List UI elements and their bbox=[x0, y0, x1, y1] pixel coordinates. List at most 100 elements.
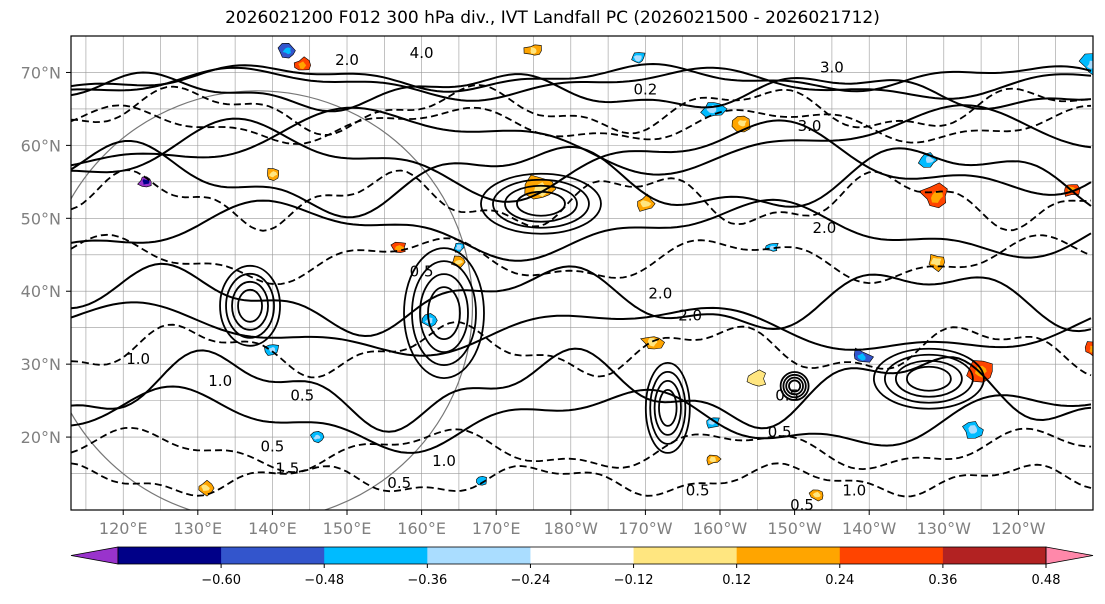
ivt-contour-closed bbox=[653, 380, 682, 436]
divergence-positive-area bbox=[746, 369, 767, 387]
contour-label: 1.5 bbox=[275, 460, 299, 478]
lon-tick-label: 180°W bbox=[544, 519, 599, 538]
colorbar-bin bbox=[942, 547, 1047, 564]
ivt-contour-closed bbox=[658, 389, 678, 427]
ivt-contour-solid bbox=[71, 347, 1092, 433]
lon-tick-label: 120°W bbox=[991, 519, 1046, 538]
ivt-contour-closed bbox=[516, 190, 566, 217]
contour-label: 1.0 bbox=[1096, 423, 1105, 441]
ivt-contour-closed bbox=[427, 286, 461, 341]
contour-label: 0.5 bbox=[775, 387, 799, 405]
colorbar-bin bbox=[530, 547, 635, 564]
map-background bbox=[71, 36, 1093, 510]
contour-labels: 2.0 4.0 3.0 0.2 3.0 2.0 2.0 2.0 0.5 1.0 1.0 0.5 0.5 1… bbox=[126, 44, 1105, 510]
ivt-contour-closed bbox=[782, 373, 807, 399]
ivt-contour-solid bbox=[71, 117, 1092, 203]
colorbar-tick-label: 0.24 bbox=[825, 573, 854, 588]
ivt-contour-dashed bbox=[71, 84, 1092, 136]
ivt-contour-dashed bbox=[71, 321, 1092, 379]
colorbar-bin bbox=[118, 547, 222, 564]
ivt-contour-dashed bbox=[71, 169, 1092, 232]
ivt-contour-closed bbox=[872, 347, 985, 410]
colorbar-extend-high bbox=[1045, 546, 1094, 565]
divergence-inner-area bbox=[269, 171, 278, 178]
ivt-contour-dashed bbox=[71, 233, 1092, 286]
ivt-contour-closed bbox=[894, 359, 963, 398]
contour-label: 4.0 bbox=[410, 44, 434, 62]
divergence-inner-area bbox=[1087, 60, 1093, 69]
latitude-axis: 70°N 60°N 50°N 40°N 30°N 20°N bbox=[21, 63, 71, 447]
chart-title: 2026021200 F012 300 hPa div., IVT Landfa… bbox=[225, 8, 880, 28]
lon-tick-label: 150°E bbox=[323, 519, 372, 538]
divergence-inner-area bbox=[142, 179, 150, 185]
colorbar-bin bbox=[427, 547, 531, 564]
divergence-inner-area bbox=[454, 260, 464, 265]
ivt-contour-solid bbox=[71, 385, 1092, 454]
ivt-contour-closed bbox=[788, 379, 802, 393]
colorbar-bin bbox=[221, 547, 325, 564]
colorbar-bin bbox=[633, 547, 738, 564]
lat-tick-label: 30°N bbox=[21, 355, 61, 374]
divergence-inner-area bbox=[925, 156, 935, 163]
divergence-inner-area bbox=[530, 47, 537, 54]
lon-tick-label: 150°W bbox=[767, 519, 822, 538]
lon-tick-label: 160°W bbox=[693, 519, 748, 538]
ivt-contour-closed bbox=[779, 371, 810, 401]
colorbar-bin bbox=[324, 547, 428, 564]
colorbar-tick-label: −0.12 bbox=[614, 573, 654, 588]
lat-tick-label: 20°N bbox=[21, 428, 61, 447]
ivt-contour-solid bbox=[71, 262, 1092, 338]
ivt-contour-closed bbox=[905, 365, 952, 392]
contour-label: 0.5 bbox=[290, 387, 314, 405]
lon-tick-label: 130°W bbox=[917, 519, 972, 538]
lon-tick-label: 130°E bbox=[173, 519, 222, 538]
ivt-contour-solid bbox=[71, 71, 1092, 113]
divergence-inner-area bbox=[1089, 345, 1093, 353]
ivt-contour-dashed bbox=[71, 104, 1092, 145]
lon-tick-label: 120°E bbox=[99, 519, 148, 538]
map-frame bbox=[70, 35, 1094, 511]
ivt-contour-closed bbox=[403, 247, 485, 380]
ivt-contour-solid bbox=[71, 140, 1092, 219]
colorbar-tick-label: 0.48 bbox=[1032, 573, 1061, 588]
lon-tick-label: 140°W bbox=[842, 519, 897, 538]
ivt-contour-closed bbox=[492, 178, 590, 229]
ivt-contour-closed bbox=[411, 260, 477, 367]
colorbar-extend-low bbox=[70, 546, 119, 565]
colorbar-outline bbox=[117, 546, 1047, 565]
ivt-contour-solid bbox=[71, 66, 1092, 102]
ivt-contour-closed bbox=[785, 376, 804, 396]
lon-tick-label: 140°E bbox=[248, 519, 297, 538]
contour-label: 1.0 bbox=[208, 372, 232, 390]
divergence-inner-area bbox=[812, 491, 821, 498]
contour-label: 1.0 bbox=[842, 481, 866, 499]
divergence-inner-area bbox=[974, 365, 987, 378]
ivt-contour-closed bbox=[219, 264, 281, 347]
contour-label: 2.0 bbox=[813, 219, 837, 237]
ivt-contour-closed bbox=[644, 362, 691, 454]
divergence-inner-area bbox=[709, 456, 716, 463]
colorbar-tick-label: −0.36 bbox=[407, 573, 447, 588]
divergence-inner-area bbox=[931, 190, 943, 203]
colorbar-bin bbox=[736, 547, 841, 564]
colorbar: −0.60 −0.48 −0.36 −0.24 −0.12 0.12 0.24 0.36 0.4… bbox=[70, 546, 1094, 588]
range-ring bbox=[71, 90, 474, 510]
contour-label: 0.5 bbox=[410, 263, 434, 281]
lat-tick-label: 50°N bbox=[21, 209, 61, 228]
contour-label: 0.5 bbox=[260, 438, 284, 456]
ivt-contour-closed bbox=[883, 353, 974, 404]
contour-label: 3.0 bbox=[820, 58, 844, 76]
divergence-inner-area bbox=[313, 434, 321, 440]
lat-tick-label: 40°N bbox=[21, 282, 61, 301]
ivt-contour-closed bbox=[225, 272, 275, 339]
colorbar-tick-label: 0.36 bbox=[928, 573, 957, 588]
colorbar-bin bbox=[839, 547, 944, 564]
colorbar-tick-label: 0.12 bbox=[722, 573, 751, 588]
divergence-inner-area bbox=[930, 257, 942, 266]
ivt-contour-solid bbox=[71, 62, 1092, 93]
divergence-inner-area bbox=[857, 353, 866, 361]
divergence-inner-area bbox=[201, 484, 210, 491]
ivt-contour-closed bbox=[504, 184, 578, 223]
contour-label: 2.0 bbox=[648, 285, 672, 303]
divergence-inner-area bbox=[455, 244, 462, 250]
